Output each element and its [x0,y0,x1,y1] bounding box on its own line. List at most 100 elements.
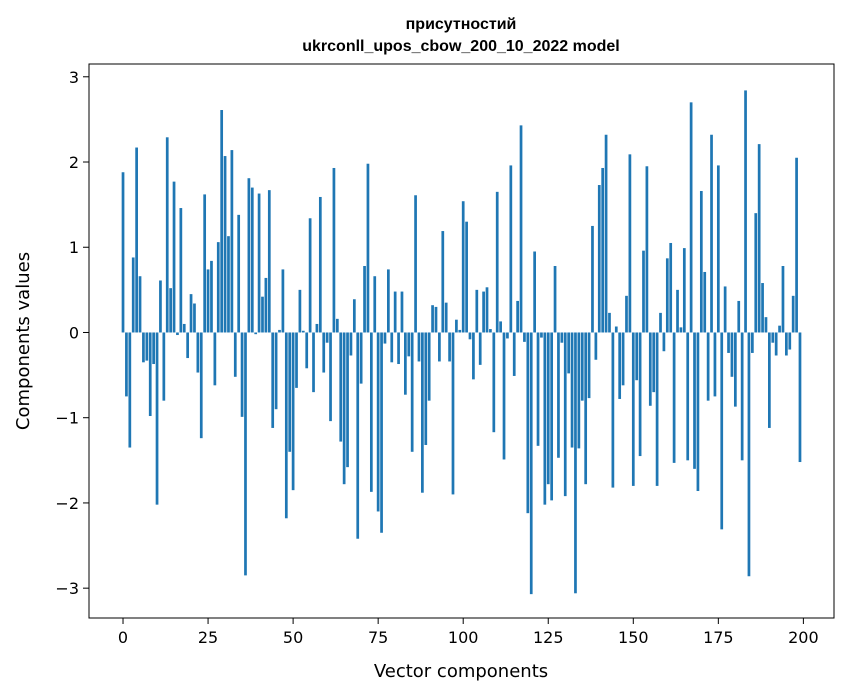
bar [798,332,802,463]
bar [771,332,775,343]
bar [608,312,611,333]
bar [383,332,387,344]
chart-title: присутностий [406,16,517,33]
x-tick-label: 0 [118,628,128,647]
bar [689,102,693,333]
bar [648,332,652,406]
bar [560,332,564,343]
bar [203,194,207,333]
bar [223,156,227,333]
bar [301,330,305,333]
bar [451,332,455,495]
bar [482,291,485,333]
bar [563,332,567,497]
bar [278,329,281,333]
bar [250,187,254,333]
bar [125,332,128,397]
bar [312,332,315,393]
bar [757,144,761,333]
bar [652,332,656,393]
bar [220,110,224,333]
bar [523,332,526,342]
bar [628,154,632,333]
bar [594,332,598,360]
bar [121,172,125,333]
bar [322,332,326,373]
x-tick-label: 50 [283,628,303,647]
plot-frame [88,63,835,619]
bar [138,276,142,333]
bar [369,332,373,492]
bar [335,318,339,333]
bar [400,291,404,333]
bar [213,332,217,386]
y-tick-label: −1 [55,409,79,428]
bar [747,332,751,577]
bar [162,332,166,401]
bar [781,266,785,333]
y-tick-label: −2 [55,494,79,513]
bar [165,137,169,333]
bar [618,332,622,399]
bar [390,332,394,363]
y-tick-label: 1 [69,238,79,257]
bar [468,332,472,340]
bar [621,332,625,386]
y-tick-label: 2 [69,153,79,172]
bar [625,295,628,333]
bar [356,332,360,539]
bar [604,134,608,333]
bar [216,242,220,333]
bar [570,332,574,448]
bar [410,332,414,452]
bar [638,332,642,457]
bar [659,312,662,333]
bar [145,332,149,361]
bar [557,332,560,458]
bar [359,332,363,384]
bar [601,167,605,333]
bar [533,251,536,333]
bar [512,332,516,376]
bar [574,332,577,594]
bar [679,327,683,333]
bar [444,302,448,333]
bar [526,332,530,514]
y-tick-label: 3 [69,68,79,87]
bar [172,181,176,333]
bar [196,332,200,373]
bar [686,332,690,461]
bar [737,300,741,333]
x-tick-label: 175 [703,628,734,647]
bar [611,332,615,488]
bar [614,326,618,333]
bar [662,332,666,352]
bar [713,332,717,397]
bar [506,332,509,339]
bar [472,332,475,380]
x-tick-label: 75 [368,628,388,647]
x-tick-label: 100 [448,628,479,647]
bar [414,195,417,333]
bar [536,332,540,446]
bar [676,289,679,333]
bar [703,271,707,333]
y-tick-label: −3 [55,579,79,598]
bar [461,201,465,333]
bar [142,332,145,363]
x-tick-label: 150 [618,628,649,647]
bar [284,332,288,519]
bar [230,150,234,333]
bar [186,332,190,359]
bar [458,329,462,333]
bar [682,248,686,333]
bar [706,332,710,401]
bar [597,185,601,333]
bar [387,269,390,333]
bar [546,332,550,485]
bar [257,193,261,333]
x-tick-label: 125 [533,628,564,647]
chart-subtitle: ukrconll_upos_cbow_200_10_2022 model [302,38,619,55]
bar [264,277,268,333]
bar [665,258,669,333]
